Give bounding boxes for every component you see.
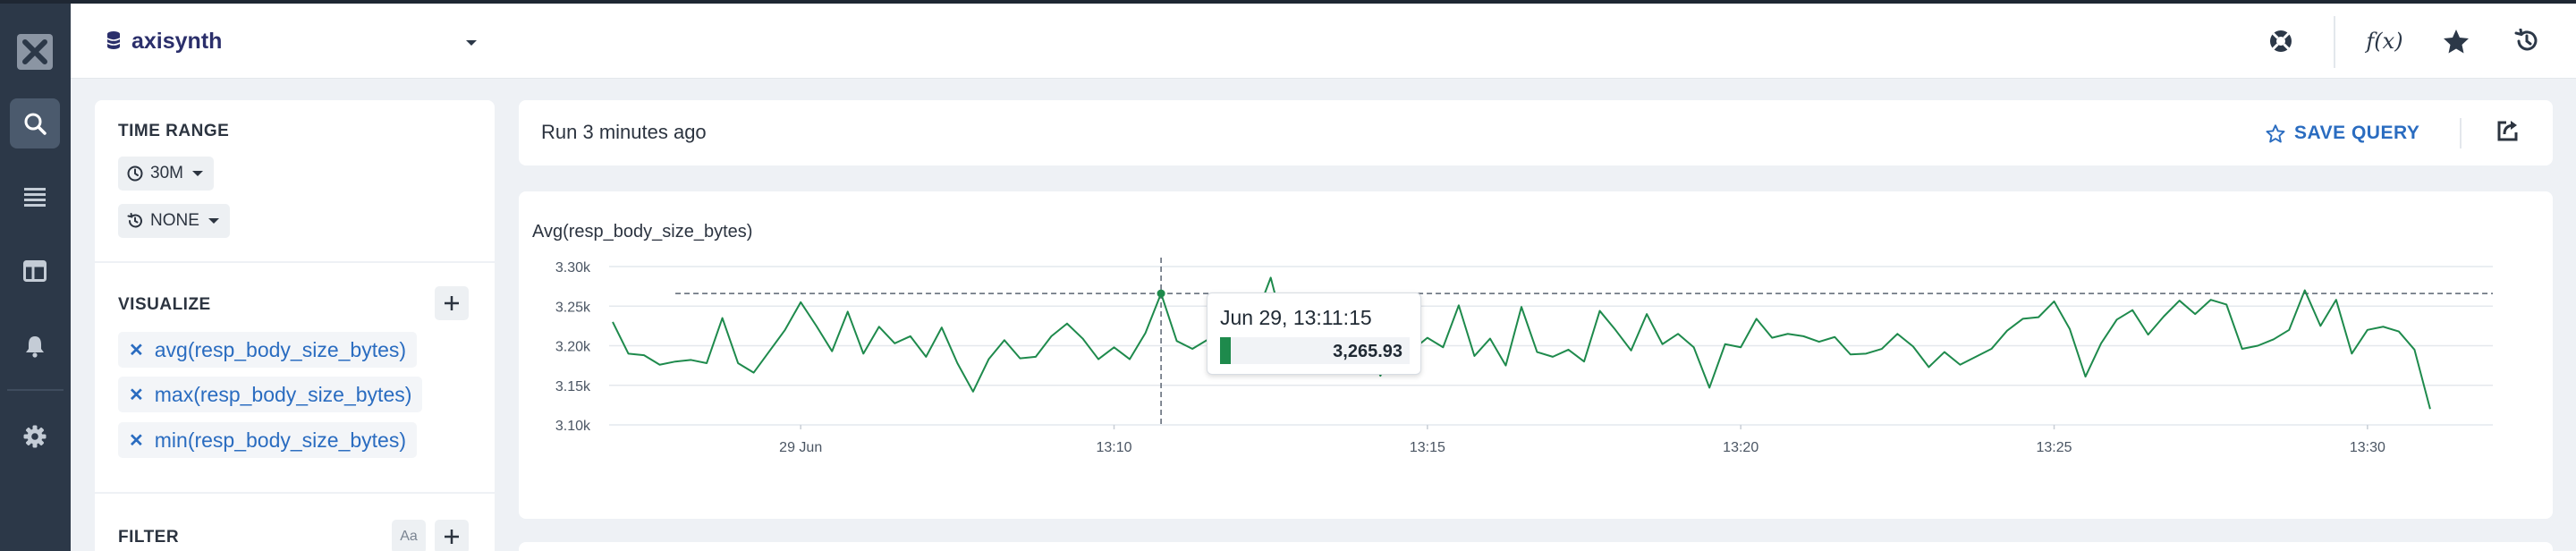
time-range-label: TIME RANGE — [118, 122, 230, 140]
runbar-separator — [2460, 118, 2462, 148]
nav-item-triggers[interactable] — [10, 321, 60, 371]
x-tick-label: 13:25 — [2037, 440, 2072, 455]
y-tick-label: 3.15k — [555, 379, 591, 394]
nav-item-boards[interactable] — [10, 246, 60, 296]
star-outline-icon — [2266, 124, 2285, 143]
line-chart[interactable]: 3.10k 3.15k 3.20k 3.25k 3.30k 29 Jun 13:10 13:1… — [519, 191, 2553, 519]
tooltip-series-row: 3,265.93 — [1220, 337, 1410, 364]
series-line — [612, 276, 2431, 410]
case-sensitive-toggle[interactable]: Aa — [392, 520, 426, 551]
section-divider — [95, 261, 495, 263]
x-tick-label: 13:15 — [1410, 440, 1445, 455]
results-panel — [519, 542, 2553, 551]
remove-icon[interactable]: ✕ — [129, 340, 144, 360]
plus-icon — [445, 296, 459, 310]
nav-item-query[interactable] — [10, 98, 60, 148]
app-logo[interactable] — [10, 27, 60, 77]
x-tick-label: 13:10 — [1097, 440, 1132, 455]
y-tick-label: 3.30k — [555, 260, 591, 276]
top-header: axisynth f(x) — [71, 4, 2576, 79]
y-tick-label: 3.10k — [555, 419, 591, 434]
visualize-label: VISUALIZE — [118, 295, 211, 314]
nav-item-list[interactable] — [10, 172, 60, 222]
add-visualize-button[interactable] — [435, 286, 469, 320]
help-lifebuoy-icon — [2270, 30, 2292, 52]
x-tick-label: 13:20 — [1723, 440, 1758, 455]
window-top-border — [0, 0, 2576, 4]
tooltip-value: 3,265.93 — [1333, 342, 1402, 361]
remove-icon[interactable]: ✕ — [129, 385, 144, 405]
x-tick-label: 13:30 — [2350, 440, 2385, 455]
visualize-clause[interactable]: ✕ min(resp_body_size_bytes) — [118, 422, 418, 458]
database-icon — [106, 30, 121, 55]
nav-item-settings[interactable] — [10, 411, 60, 462]
add-filter-button[interactable] — [435, 520, 469, 551]
visualize-clause[interactable]: ✕ avg(resp_body_size_bytes) — [118, 332, 418, 368]
run-status-text: Run 3 minutes ago — [541, 121, 707, 143]
favorites-button[interactable] — [2438, 23, 2474, 59]
plus-icon — [445, 530, 459, 544]
calculated-fields-button[interactable]: f(x) — [2366, 23, 2403, 59]
chevron-down-icon — [191, 171, 203, 176]
filter-label: FILTER — [118, 528, 180, 547]
series-color-swatch — [1220, 337, 1231, 364]
board-icon — [23, 260, 47, 282]
compare-range-picker[interactable]: NONE — [118, 204, 230, 238]
search-icon — [24, 113, 47, 135]
visualize-clause-label: max(resp_body_size_bytes) — [154, 382, 412, 406]
nav-separator — [7, 389, 64, 391]
query-history-button[interactable] — [2509, 23, 2545, 59]
save-query-button[interactable]: SAVE QUERY — [2266, 118, 2419, 148]
chevron-down-icon[interactable] — [465, 36, 478, 52]
run-status-bar: Run 3 minutes ago SAVE QUERY — [519, 100, 2553, 165]
star-icon — [2444, 30, 2469, 54]
chart-title: Avg(resp_body_size_bytes) — [532, 222, 753, 242]
x-tick-label: 29 Jun — [779, 440, 822, 455]
history-icon — [127, 213, 142, 228]
chevron-down-icon — [208, 218, 219, 224]
help-button[interactable] — [2263, 23, 2299, 59]
visualize-clause-label: avg(resp_body_size_bytes) — [154, 337, 407, 361]
history-icon — [2514, 29, 2538, 51]
tooltip-time: Jun 29, 13:11:15 — [1220, 306, 1372, 329]
visualize-clause-label: min(resp_body_size_bytes) — [154, 428, 407, 452]
query-builder-sidebar: TIME RANGE 30M NONE VISUALIZE ✕ avg(resp… — [95, 100, 495, 551]
time-range-value: 30M — [150, 164, 183, 182]
hover-point — [1157, 289, 1165, 298]
nav-rail — [0, 4, 71, 551]
gear-icon — [23, 425, 47, 448]
close-x-logo-icon — [17, 34, 53, 70]
save-query-label: SAVE QUERY — [2294, 123, 2420, 143]
header-separator — [2334, 16, 2335, 68]
visualize-clause[interactable]: ✕ max(resp_body_size_bytes) — [118, 377, 423, 412]
y-tick-label: 3.25k — [555, 300, 591, 315]
chart-panel: Avg(resp_body_size_bytes) 3.10k 3.15k 3.20… — [519, 191, 2553, 519]
remove-icon[interactable]: ✕ — [129, 430, 144, 451]
compare-range-value: NONE — [150, 211, 199, 230]
list-icon — [24, 188, 46, 207]
dataset-selector[interactable]: axisynth — [131, 29, 223, 54]
function-fx-icon: f(x) — [2366, 29, 2403, 54]
chart-tooltip: Jun 29, 13:11:15 3,265.93 — [1207, 292, 1421, 375]
share-button[interactable] — [2496, 119, 2520, 147]
time-range-picker[interactable]: 30M — [118, 157, 214, 191]
share-icon — [2497, 121, 2518, 141]
y-tick-label: 3.20k — [555, 340, 591, 355]
section-divider — [95, 492, 495, 494]
clock-icon — [127, 165, 143, 182]
bell-icon — [26, 336, 44, 358]
